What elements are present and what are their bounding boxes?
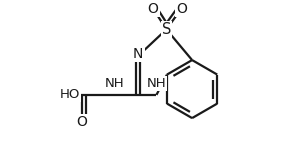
- Text: O: O: [76, 115, 87, 129]
- Text: NH: NH: [147, 77, 166, 90]
- Text: NH: NH: [105, 77, 125, 90]
- Text: O: O: [148, 2, 159, 16]
- Text: O: O: [176, 2, 187, 16]
- Text: HO: HO: [60, 88, 80, 101]
- Text: S: S: [162, 22, 171, 37]
- Text: N: N: [133, 47, 143, 61]
